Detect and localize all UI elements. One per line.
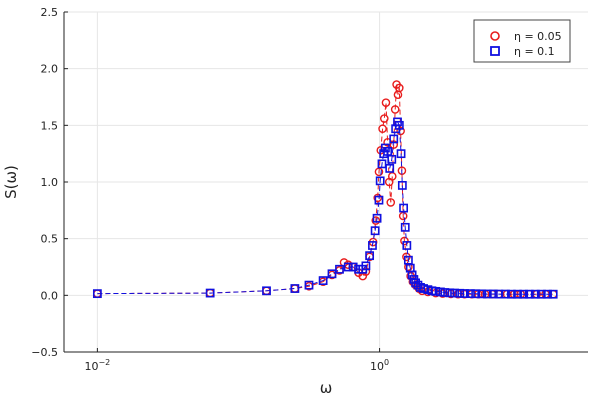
- series-layer: [92, 80, 558, 299]
- data-point: [372, 213, 382, 223]
- data-point: [397, 181, 407, 190]
- data-point: [513, 289, 522, 299]
- data-point: [374, 195, 384, 205]
- data-point: [530, 289, 540, 299]
- data-point: [370, 226, 380, 236]
- data-point: [368, 241, 377, 250]
- data-point: [373, 193, 383, 203]
- data-point: [262, 286, 271, 296]
- legend-marker-series-2: [490, 46, 500, 56]
- data-point: [501, 289, 510, 299]
- y-tick-label: 2.0: [41, 63, 59, 76]
- legend-label-series-1: η = 0.05: [514, 30, 562, 43]
- y-tick-label: −0.5: [31, 346, 58, 359]
- legend-label-series-2: η = 0.1: [514, 45, 555, 58]
- x-tick-label: 10−2: [84, 358, 110, 373]
- data-point: [455, 288, 465, 298]
- legend-box: [473, 19, 571, 63]
- y-axis-title: S(ω): [2, 165, 20, 199]
- data-point: [482, 289, 492, 299]
- data-point: [445, 288, 455, 298]
- data-point: [205, 288, 215, 298]
- data-point: [519, 289, 529, 299]
- data-point: [394, 120, 404, 130]
- data-point: [411, 278, 420, 288]
- series-2: [92, 117, 558, 299]
- data-point: [477, 289, 487, 299]
- data-point: [548, 289, 558, 299]
- data-point: [92, 289, 102, 299]
- legend-marker-series-1: [490, 31, 500, 41]
- legend: η = 0.05 η = 0.1: [473, 19, 571, 63]
- data-point: [290, 284, 300, 293]
- data-point: [450, 288, 459, 298]
- data-point: [390, 105, 400, 114]
- y-tick-label: 2.5: [41, 6, 59, 19]
- data-point: [488, 289, 498, 299]
- data-point: [524, 289, 534, 299]
- data-point: [348, 262, 358, 272]
- data-point: [543, 289, 552, 299]
- x-tick-label: 100: [370, 358, 389, 373]
- data-point: [507, 289, 516, 299]
- data-point: [389, 134, 399, 144]
- y-tick-label: 0.0: [41, 289, 59, 302]
- data-point: [465, 289, 475, 299]
- data-point: [381, 98, 391, 107]
- data-point: [471, 289, 481, 299]
- data-point: [460, 289, 469, 298]
- data-point: [343, 262, 353, 272]
- data-point: [396, 149, 406, 159]
- axes-layer: −0.5 0.0 0.5 1.0 1.5 2.0 2.5 10−2 100: [31, 6, 588, 373]
- data-point: [400, 222, 410, 232]
- data-point: [399, 203, 409, 213]
- data-point: [327, 269, 337, 279]
- data-point: [335, 264, 344, 274]
- series-line: [97, 120, 554, 295]
- data-point: [385, 164, 395, 173]
- data-point: [402, 241, 412, 250]
- data-point: [304, 280, 314, 290]
- y-tick-label: 1.5: [41, 119, 59, 132]
- data-point: [365, 251, 375, 261]
- data-point: [375, 176, 385, 186]
- data-point: [400, 236, 409, 246]
- data-point: [371, 216, 381, 225]
- data-point: [396, 126, 405, 136]
- data-point: [387, 154, 397, 164]
- data-point: [379, 114, 389, 123]
- data-point: [536, 289, 546, 299]
- y-tick-label: 0.5: [41, 233, 59, 246]
- data-point: [386, 198, 396, 207]
- data-point: [378, 124, 387, 134]
- data-point: [395, 83, 404, 93]
- data-point: [318, 276, 328, 285]
- y-tick-label: 1.0: [41, 176, 59, 189]
- x-axis-title: ω: [320, 379, 333, 397]
- data-point: [431, 286, 441, 296]
- data-point: [361, 261, 371, 271]
- data-point: [440, 288, 450, 297]
- data-point: [377, 159, 387, 169]
